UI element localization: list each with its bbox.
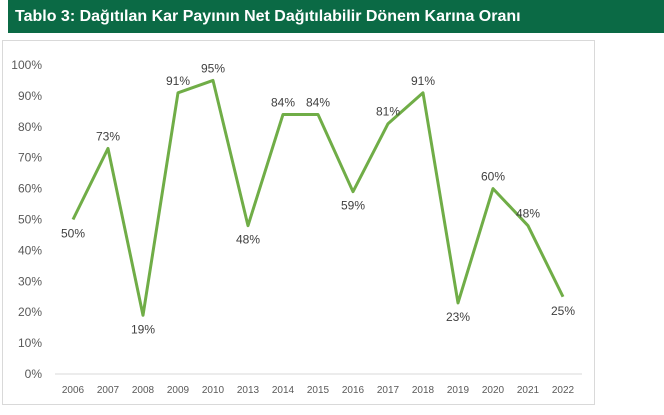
data-label: 50% [61,227,85,241]
y-tick-label: 80% [18,120,42,134]
data-label: 81% [376,105,400,119]
x-tick-label: 2018 [412,385,435,396]
y-tick-label: 20% [18,305,42,319]
x-tick-label: 2019 [447,385,470,396]
y-tick-label: 10% [18,336,42,350]
data-label: 73% [96,129,120,143]
y-tick-label: 0% [25,367,43,381]
x-tick-label: 2014 [272,385,295,396]
x-tick-label: 2015 [307,385,330,396]
data-label: 48% [516,207,540,221]
x-tick-label: 2017 [377,385,400,396]
y-tick-label: 50% [18,213,42,227]
y-tick-label: 100% [11,58,42,72]
y-tick-label: 40% [18,243,42,257]
chart-area [2,40,595,405]
data-label: 23% [446,310,470,324]
x-tick-label: 2021 [517,385,540,396]
x-tick-label: 2020 [482,385,505,396]
data-label: 60% [481,170,505,184]
x-tick-label: 2016 [342,385,365,396]
data-label: 25% [551,304,575,318]
y-tick-label: 70% [18,151,42,165]
chart-title: Tablo 3: Dağıtılan Kar Payının Net Dağıt… [8,0,664,33]
data-label: 59% [341,199,365,213]
x-tick-label: 2010 [202,385,225,396]
data-label: 84% [271,95,295,109]
x-tick-label: 2009 [167,385,190,396]
y-tick-label: 90% [18,89,42,103]
data-label: 48% [236,233,260,247]
y-tick-label: 30% [18,274,42,288]
x-tick-label: 2013 [237,385,260,396]
x-tick-label: 2007 [97,385,120,396]
data-label: 91% [411,74,435,88]
x-tick-label: 2008 [132,385,155,396]
data-label: 91% [166,74,190,88]
data-label: 19% [131,322,155,336]
data-label: 84% [306,95,330,109]
x-tick-label: 2022 [552,385,575,396]
data-label: 95% [201,61,225,75]
x-tick-label: 2006 [62,385,85,396]
series-line [71,78,565,317]
y-tick-label: 60% [18,182,42,196]
